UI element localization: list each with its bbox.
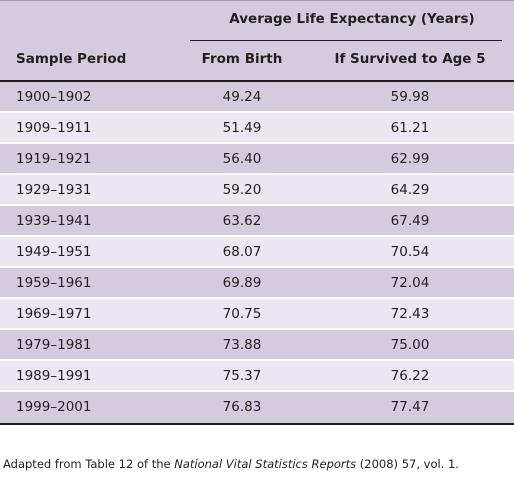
table-row: 1900–1902 49.24 59.98 [0,82,514,113]
source-footnote: Adapted from Table 12 of the National Vi… [3,457,459,471]
row-separator [0,173,514,175]
table-row: 1979–1981 73.88 75.00 [0,330,514,361]
cell-from-birth: 59.20 [222,182,262,198]
column-header-sample-period: Sample Period [16,51,127,67]
group-header-average-life-expectancy: Average Life Expectancy (Years) [229,11,475,27]
column-header-from-birth: From Birth [201,51,283,67]
table-row: 1949–1951 68.07 70.54 [0,237,514,268]
cell-survived-age-5: 62.99 [390,151,430,167]
cell-from-birth: 49.24 [222,89,262,105]
cell-sample-period: 1919–1921 [16,151,92,167]
row-separator [0,235,514,237]
table-row: 1999–2001 76.83 77.47 [0,392,514,423]
cell-from-birth: 51.49 [222,120,262,136]
cell-from-birth: 76.83 [222,399,262,415]
cell-survived-age-5: 59.98 [390,89,430,105]
table-row: 1929–1931 59.20 64.29 [0,175,514,206]
cell-survived-age-5: 64.29 [390,182,430,198]
footnote-suffix: (2008) 57, vol. 1. [356,457,459,471]
table-body: 1900–1902 49.24 59.98 1909–1911 51.49 61.21 19… [0,82,514,423]
row-separator [0,359,514,361]
cell-sample-period: 1999–2001 [16,399,92,415]
life-expectancy-table: Average Life Expectancy (Years) Sample P… [0,0,514,425]
row-separator [0,266,514,268]
cell-sample-period: 1900–1902 [16,89,92,105]
table-row: 1959–1961 69.89 72.04 [0,268,514,299]
footnote-prefix: Adapted from Table 12 of the [3,457,175,471]
cell-survived-age-5: 72.43 [390,306,430,322]
cell-sample-period: 1959–1961 [16,275,92,291]
column-header-survived-age-5: If Survived to Age 5 [334,51,486,67]
row-separator [0,328,514,330]
table-header: Average Life Expectancy (Years) Sample P… [0,0,514,80]
row-separator [0,204,514,206]
cell-sample-period: 1989–1991 [16,368,92,384]
table-row: 1919–1921 56.40 62.99 [0,144,514,175]
cell-survived-age-5: 76.22 [390,368,430,384]
group-header-rule [190,40,502,41]
table-row: 1989–1991 75.37 76.22 [0,361,514,392]
cell-from-birth: 63.62 [222,213,262,229]
cell-sample-period: 1949–1951 [16,244,92,260]
table-row: 1969–1971 70.75 72.43 [0,299,514,330]
header-divider [0,80,514,82]
cell-from-birth: 75.37 [222,368,262,384]
cell-from-birth: 56.40 [222,151,262,167]
cell-from-birth: 69.89 [222,275,262,291]
row-separator [0,390,514,392]
cell-sample-period: 1969–1971 [16,306,92,322]
cell-survived-age-5: 67.49 [390,213,430,229]
table-row: 1909–1911 51.49 61.21 [0,113,514,144]
table-row: 1939–1941 63.62 67.49 [0,206,514,237]
cell-survived-age-5: 77.47 [390,399,430,415]
cell-from-birth: 68.07 [222,244,262,260]
footnote-source-title: National Vital Statistics Reports [174,457,357,471]
cell-from-birth: 73.88 [222,337,262,353]
cell-sample-period: 1929–1931 [16,182,92,198]
cell-survived-age-5: 61.21 [390,120,430,136]
row-separator [0,297,514,299]
cell-sample-period: 1909–1911 [16,120,92,136]
cell-sample-period: 1939–1941 [16,213,92,229]
cell-from-birth: 70.75 [222,306,262,322]
row-separator [0,111,514,113]
cell-survived-age-5: 75.00 [390,337,430,353]
cell-sample-period: 1979–1981 [16,337,92,353]
row-separator [0,142,514,144]
cell-survived-age-5: 70.54 [390,244,430,260]
cell-survived-age-5: 72.04 [390,275,430,291]
table-bottom-rule [0,423,514,425]
